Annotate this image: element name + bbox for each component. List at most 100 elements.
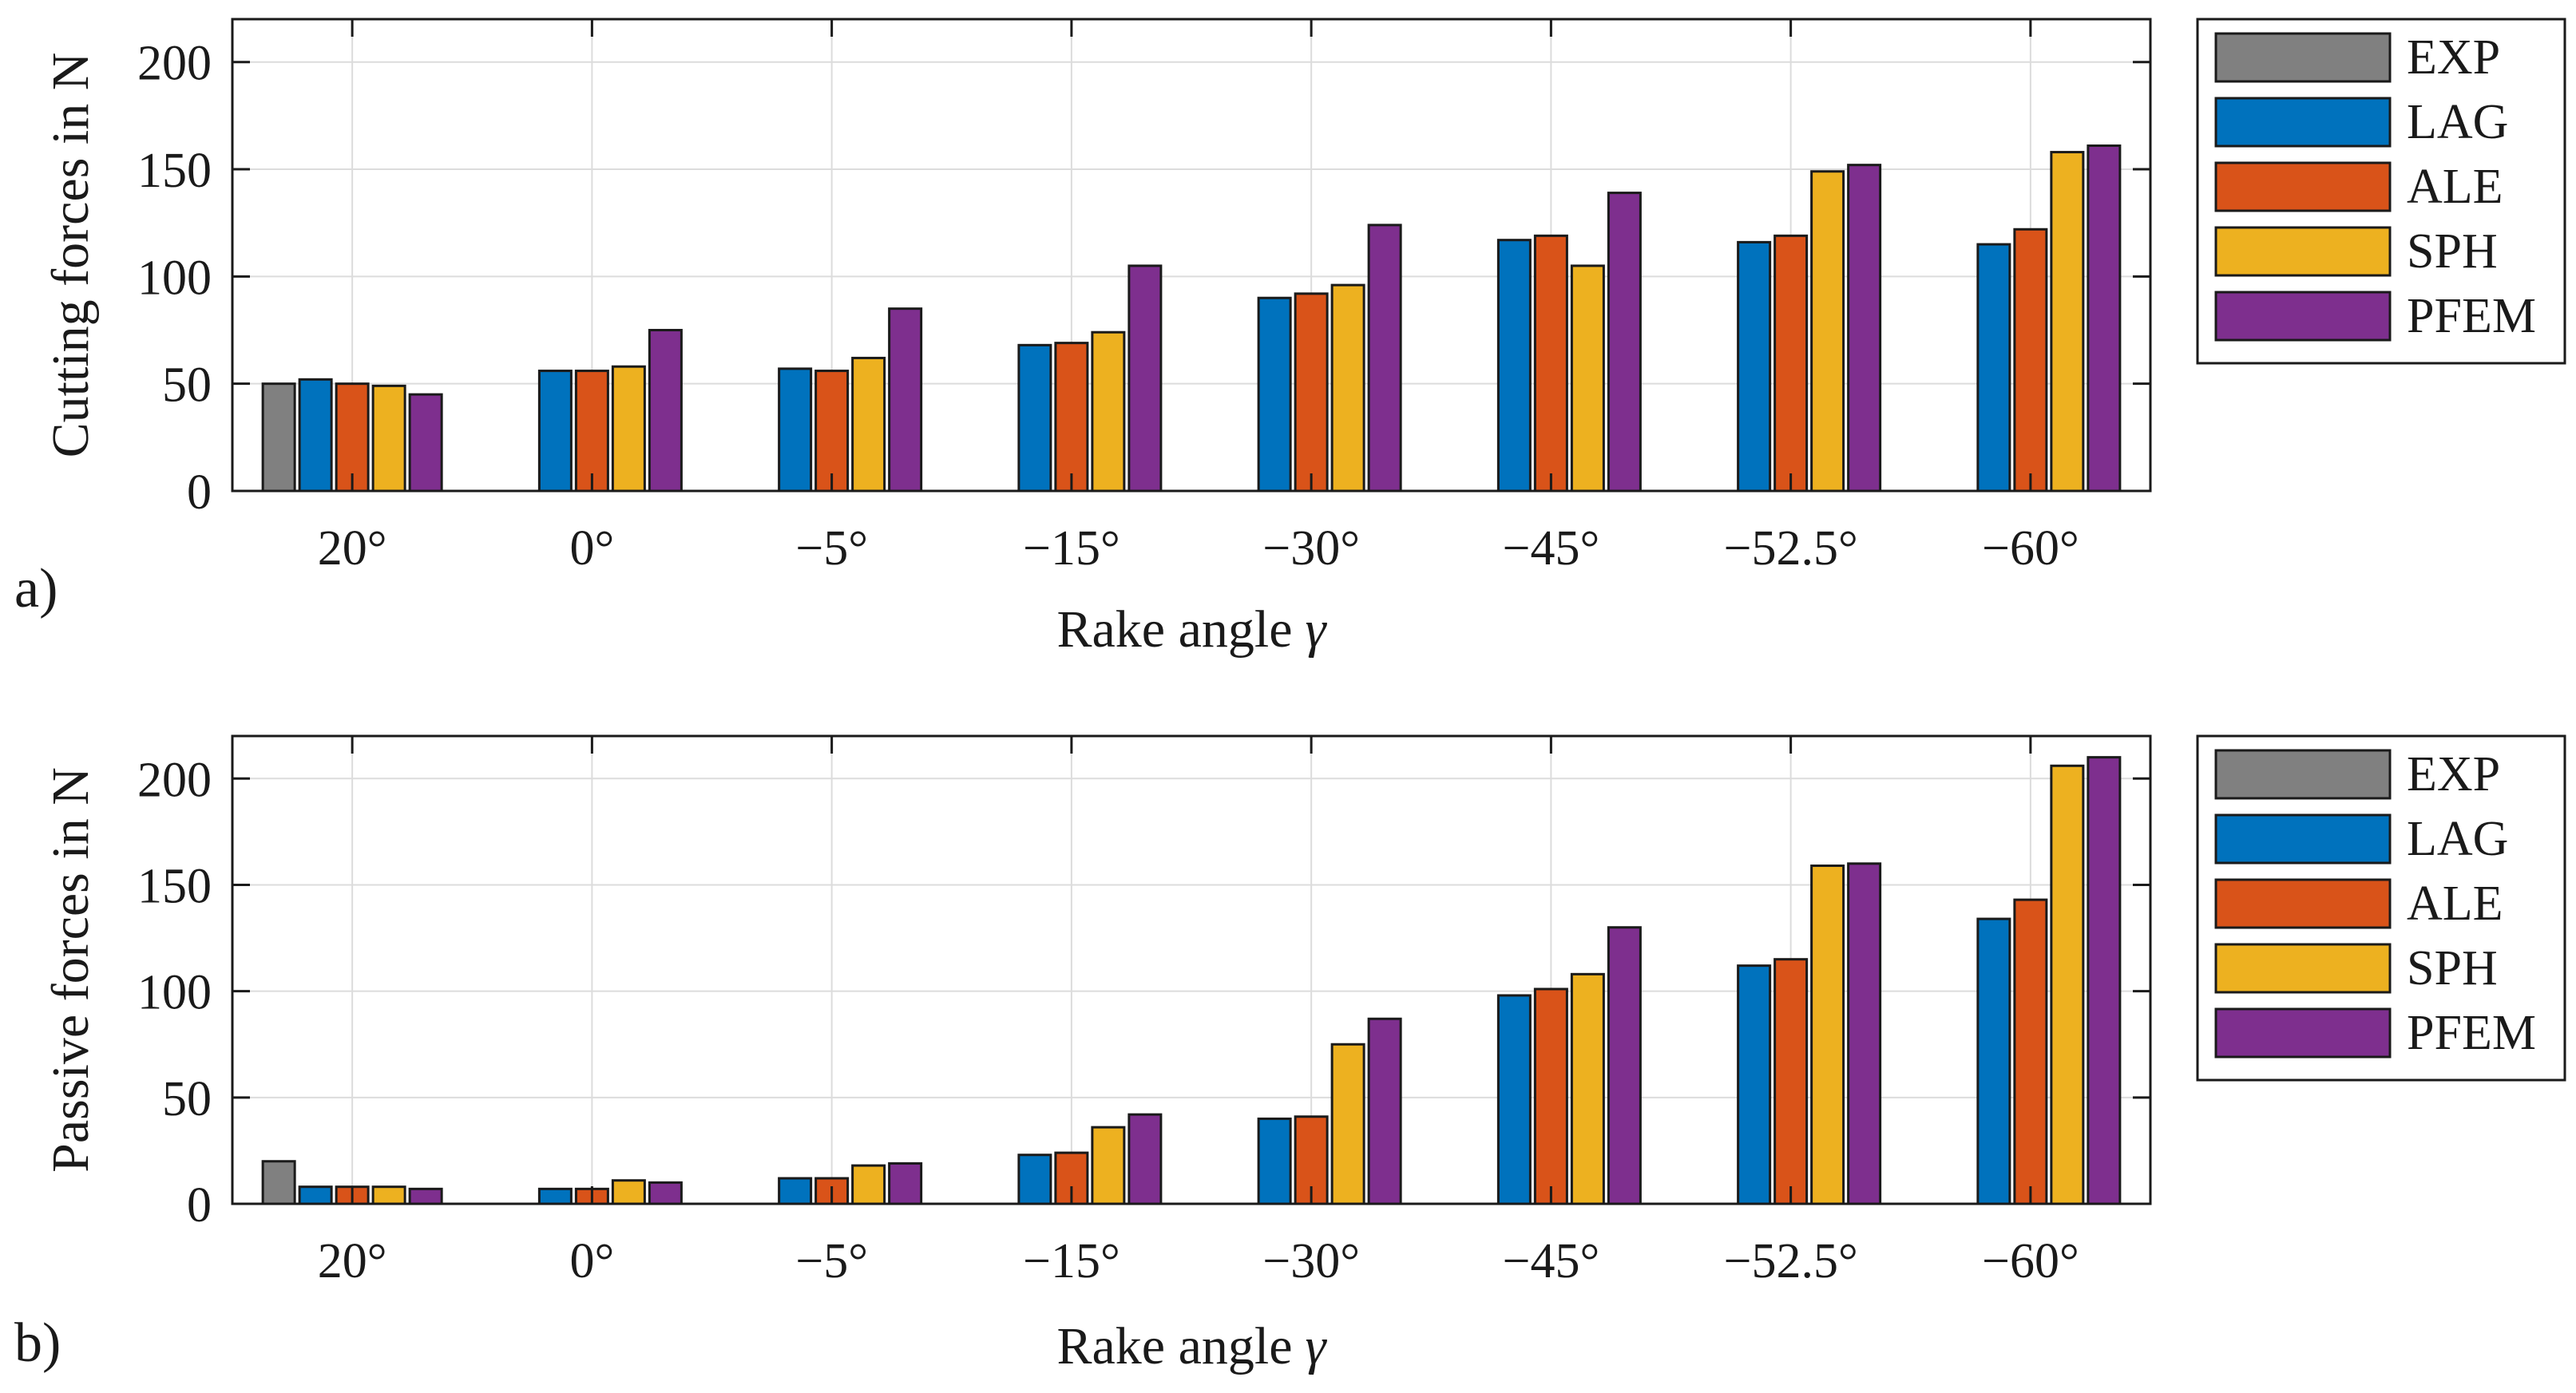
x-tick-label: −5° (795, 521, 868, 576)
bar-sph (1091, 330, 1126, 493)
x-tick-label: 0° (569, 521, 614, 576)
y-axis-label: Passive forces in N (42, 767, 100, 1173)
bar-lag (1496, 239, 1532, 493)
x-axis-label-text: Rake angle (1056, 600, 1292, 659)
x-tick-label: −45° (1502, 521, 1599, 576)
x-axis-label-symbol: γ (1306, 1317, 1328, 1375)
x-tick-label: −5° (795, 1234, 868, 1288)
x-tick-label: 20° (318, 521, 387, 576)
x-axis-label: Rake angle γ (1056, 600, 1327, 659)
bar-ale (1054, 342, 1089, 493)
y-tick-label: 200 (137, 753, 212, 807)
legend: EXP LAG ALE SPH PFEM (2196, 18, 2566, 365)
legend-label-pfem: PFEM (2407, 1006, 2536, 1060)
bar-pfem (1127, 1113, 1163, 1205)
bar-sph (611, 1179, 646, 1205)
bar-ale (574, 370, 609, 493)
legend-label-exp: EXP (2407, 747, 2500, 801)
bar-lag (1017, 1154, 1052, 1205)
bar-ale (814, 370, 850, 493)
legend-swatch-lag (2214, 97, 2392, 148)
bar-ale (335, 382, 370, 493)
bar-sph (1330, 1043, 1365, 1205)
panel-label: b) (14, 1312, 61, 1374)
bar-lag (1976, 917, 2011, 1205)
bar-lag (537, 1187, 573, 1205)
y-tick-label: 50 (162, 358, 212, 413)
x-tick-label: −30° (1262, 521, 1360, 576)
bar-pfem (648, 329, 683, 493)
legend-label-sph: SPH (2407, 224, 2498, 279)
bar-sph (1810, 864, 1845, 1205)
legend-label-lag: LAG (2407, 95, 2508, 149)
bar-sph (1570, 972, 1605, 1205)
bar-lag (1737, 964, 1772, 1205)
legend-label-ale: ALE (2407, 160, 2503, 214)
bar-lag (1257, 296, 1292, 493)
bar-pfem (1607, 926, 1642, 1205)
x-tick-label: 20° (318, 1234, 387, 1288)
x-tick-label: 0° (569, 1234, 614, 1288)
bar-pfem (1127, 264, 1163, 493)
bar-sph (851, 1164, 886, 1205)
legend-swatch-lag (2214, 813, 2392, 865)
bar-pfem (1367, 224, 1402, 493)
bar-pfem (408, 1187, 443, 1205)
axes-box (231, 18, 2152, 493)
bar-lag (298, 378, 333, 493)
bar-sph (1570, 264, 1605, 493)
bar-lag (298, 1185, 333, 1205)
legend-label-exp: EXP (2407, 30, 2500, 85)
legend-swatch-sph (2214, 943, 2392, 994)
bar-pfem (648, 1181, 683, 1205)
bar-ale (2013, 898, 2048, 1205)
bar-ale (1533, 987, 1568, 1205)
bar-pfem (2087, 756, 2122, 1205)
y-tick-label: 100 (137, 251, 212, 305)
bar-lag (1737, 240, 1772, 493)
legend-label-sph: SPH (2407, 941, 2498, 995)
bar-ale (1773, 958, 1809, 1205)
legend-swatch-pfem (2214, 291, 2392, 342)
y-tick-label: 200 (137, 37, 212, 91)
y-tick-label: 150 (137, 859, 212, 913)
legend-swatch-exp (2214, 749, 2392, 800)
x-axis-label-text: Rake angle (1056, 1317, 1292, 1375)
x-tick-label: −52.5° (1723, 1234, 1857, 1288)
bar-lag (778, 367, 813, 493)
bar-lag (1976, 243, 2011, 493)
x-tick-label: −15° (1023, 1234, 1120, 1288)
legend-label-pfem: PFEM (2407, 289, 2536, 343)
bar-lag (1017, 343, 1052, 493)
x-axis-label-symbol: γ (1306, 600, 1328, 659)
x-tick-label: −30° (1262, 1234, 1360, 1288)
legend-label-ale: ALE (2407, 877, 2503, 931)
bar-exp (261, 382, 296, 493)
x-tick-label: −45° (1502, 1234, 1599, 1288)
bar-ale (2013, 228, 2048, 493)
axes-box (231, 734, 2152, 1205)
legend-swatch-exp (2214, 32, 2392, 83)
bar-pfem (1847, 862, 1882, 1205)
legend-swatch-ale (2214, 878, 2392, 929)
x-tick-label: −52.5° (1723, 521, 1857, 576)
bar-sph (1330, 283, 1365, 493)
bar-pfem (2087, 144, 2122, 493)
bar-pfem (1847, 164, 1882, 493)
bar-sph (1810, 170, 1845, 493)
bar-pfem (408, 393, 443, 493)
x-tick-label: −60° (1982, 1234, 2079, 1288)
y-tick-label: 150 (137, 144, 212, 198)
bar-ale (1294, 292, 1329, 493)
legend-swatch-sph (2214, 226, 2392, 277)
x-tick-label: −60° (1982, 521, 2079, 576)
legend-swatch-ale (2214, 161, 2392, 212)
y-axis-label: Cutting forces in N (42, 53, 100, 458)
y-tick-label: 100 (137, 966, 212, 1020)
y-tick-label: 50 (162, 1072, 212, 1126)
legend-label-lag: LAG (2407, 812, 2508, 866)
legend: EXP LAG ALE SPH PFEM (2196, 734, 2566, 1082)
bar-sph (2050, 151, 2085, 493)
bar-pfem (888, 307, 923, 493)
bar-ale (1533, 234, 1568, 493)
